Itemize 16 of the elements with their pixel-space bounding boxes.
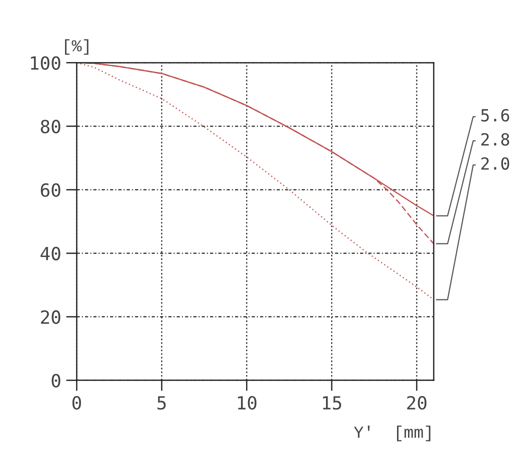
text: 2.8 <box>481 133 510 146</box>
x-tick-label: 15 <box>323 396 342 410</box>
text: 2.0 <box>481 157 510 170</box>
x-tick-label: 5 <box>158 396 166 410</box>
x-tick-label: 10 <box>238 396 256 410</box>
x-tick-label: 20 <box>407 396 426 410</box>
text: 5.6 <box>481 108 510 122</box>
y-tick-label: 80 <box>40 120 60 134</box>
y-tick-label: 60 <box>40 183 60 197</box>
y-axis-title: [%] <box>65 39 88 55</box>
x-tick-label: 0 <box>72 396 81 410</box>
x-axis-title: Y' [mm] <box>354 426 430 442</box>
y-tick-label: 40 <box>40 246 60 260</box>
y-tick-label: 20 <box>41 310 60 324</box>
y-tick-label: 100 <box>30 56 60 70</box>
y-tick-label: 0 <box>52 374 60 388</box>
